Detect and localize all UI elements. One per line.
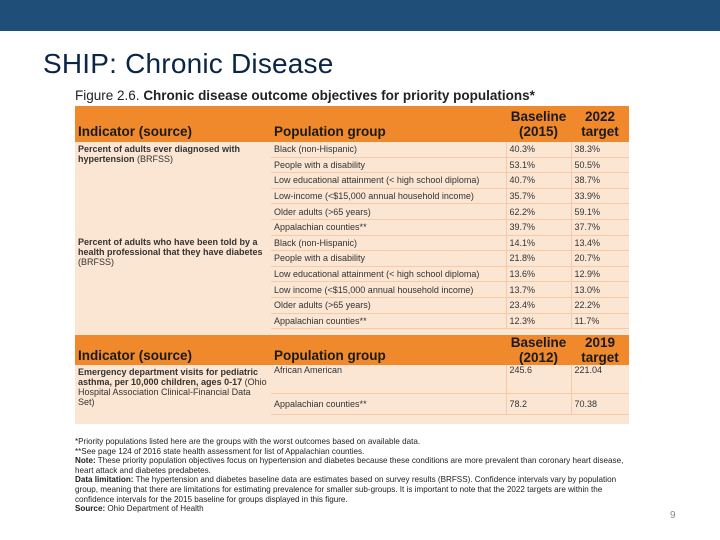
table-row: Low educational attainment (< high schoo… — [75, 266, 629, 283]
table-row: Appalachian counties** 78.2 70.38 — [75, 393, 629, 416]
target-value: 59.1% — [570, 203, 629, 220]
baseline-value: 21.8% — [505, 250, 571, 267]
target-value: 13.0% — [570, 281, 629, 298]
table-row: Appalachian counties** 12.3% 11.7% — [75, 313, 629, 330]
population-group: Appalachian counties** — [271, 393, 506, 416]
population-group: Black (non-Hispanic) — [271, 235, 506, 252]
target-value: 33.9% — [570, 188, 629, 205]
baseline-value: 53.1% — [505, 157, 571, 174]
target-value: 22.2% — [570, 297, 629, 314]
target-value: 38.3% — [570, 142, 629, 158]
header-indicator: Indicator (source) — [75, 335, 271, 366]
section-separator — [75, 328, 629, 336]
population-group: Low educational attainment (< high schoo… — [271, 172, 506, 189]
target-value: 20.7% — [570, 250, 629, 267]
baseline-value: 39.7% — [505, 219, 571, 236]
table-row: People with a disability 53.1% 50.5% — [75, 157, 629, 174]
indicator-pediatric-asthma: Emergency department visits for pediatri… — [78, 367, 267, 408]
header-population: Population group — [271, 335, 506, 366]
table-row: Percent of adults ever diagnosed with hy… — [75, 142, 629, 164]
target-value: 221.04 — [570, 365, 629, 395]
header-indicator: Indicator (source) — [75, 106, 271, 142]
population-group: People with a disability — [271, 157, 506, 174]
baseline-value: 23.4% — [505, 297, 571, 314]
footnote-data-limitation: Data limitation: The hypertension and di… — [75, 475, 617, 504]
target-value: 50.5% — [570, 157, 629, 174]
baseline-value: 13.6% — [505, 266, 571, 283]
table-row: Low income (<$15,000 annual household in… — [75, 281, 629, 298]
header-baseline: Baseline (2015) — [506, 106, 571, 142]
population-group: People with a disability — [271, 250, 506, 267]
table-header-2: Indicator (source) Population group Base… — [75, 335, 629, 366]
table-row: Appalachian counties** 39.7% 37.7% — [75, 219, 629, 236]
objectives-table: Indicator (source) Population group Base… — [75, 106, 629, 416]
target-value: 12.9% — [570, 266, 629, 283]
baseline-value: 13.7% — [505, 281, 571, 298]
header-target: 2022 target — [571, 106, 629, 142]
footnote-priority: *Priority populations listed here are th… — [75, 437, 421, 446]
table-header-1: Indicator (source) Population group Base… — [75, 106, 629, 142]
header-baseline: Baseline (2012) — [506, 335, 571, 366]
baseline-value: 35.7% — [505, 188, 571, 205]
baseline-value: 62.2% — [505, 203, 571, 220]
population-group: Older adults (>65 years) — [271, 297, 506, 314]
table-row: Percent of adults who have been told by … — [75, 235, 629, 267]
figure-caption-title: Chronic disease outcome objectives for p… — [143, 88, 535, 103]
footnote-note: Note: These priority population objectiv… — [75, 456, 624, 475]
figure-caption-label: Figure 2.6. — [75, 88, 140, 103]
baseline-value: 78.2 — [505, 393, 571, 416]
footnotes: *Priority populations listed here are th… — [75, 437, 635, 514]
table-row: Emergency department visits for pediatri… — [75, 365, 629, 407]
population-group: African American — [271, 365, 506, 395]
population-group: Low educational attainment (< high schoo… — [271, 266, 506, 283]
table-row: Low-income (<$15,000 annual household in… — [75, 188, 629, 205]
slide-title: SHIP: Chronic Disease — [43, 48, 334, 79]
header-target: 2019 target — [571, 335, 629, 366]
footnote-source: Source: Ohio Department of Health — [75, 504, 204, 514]
baseline-value: 12.3% — [505, 313, 571, 330]
target-value: 11.7% — [570, 313, 629, 330]
table-row: Older adults (>65 years) 62.2% 59.1% — [75, 203, 629, 220]
baseline-value: 245.6 — [505, 365, 571, 395]
chronic-disease-table-figure: Indicator (source) Population group Base… — [75, 106, 629, 424]
target-value: 70.38 — [570, 393, 629, 416]
figure-caption: Figure 2.6. Chronic disease outcome obje… — [75, 88, 535, 103]
table-row: Low educational attainment (< high schoo… — [75, 172, 629, 189]
target-value: 13.4% — [570, 235, 629, 252]
baseline-value: 40.7% — [505, 172, 571, 189]
target-value: 37.7% — [570, 219, 629, 236]
target-value: 38.7% — [570, 172, 629, 189]
page-number: 9 — [670, 510, 676, 521]
baseline-value: 14.1% — [505, 235, 571, 252]
baseline-value: 40.3% — [505, 142, 571, 158]
population-group: Low income (<$15,000 annual household in… — [271, 281, 506, 298]
top-bar — [0, 0, 720, 31]
indicator-hypertension: Percent of adults ever diagnosed with hy… — [78, 144, 241, 164]
population-group: Older adults (>65 years) — [271, 203, 506, 220]
population-group: Appalachian counties** — [271, 219, 506, 236]
indicator-diabetes: Percent of adults who have been told by … — [78, 237, 263, 268]
table-row: Older adults (>65 years) 23.4% 22.2% — [75, 297, 629, 314]
header-population: Population group — [271, 106, 506, 142]
population-group: Appalachian counties** — [271, 313, 506, 330]
population-group: Low-income (<$15,000 annual household in… — [271, 188, 506, 205]
table-row: People with a disability 21.8% 20.7% — [75, 250, 629, 267]
footnote-appalachian: **See page 124 of 2016 state health asse… — [75, 446, 365, 456]
population-group: Black (non-Hispanic) — [271, 142, 506, 158]
